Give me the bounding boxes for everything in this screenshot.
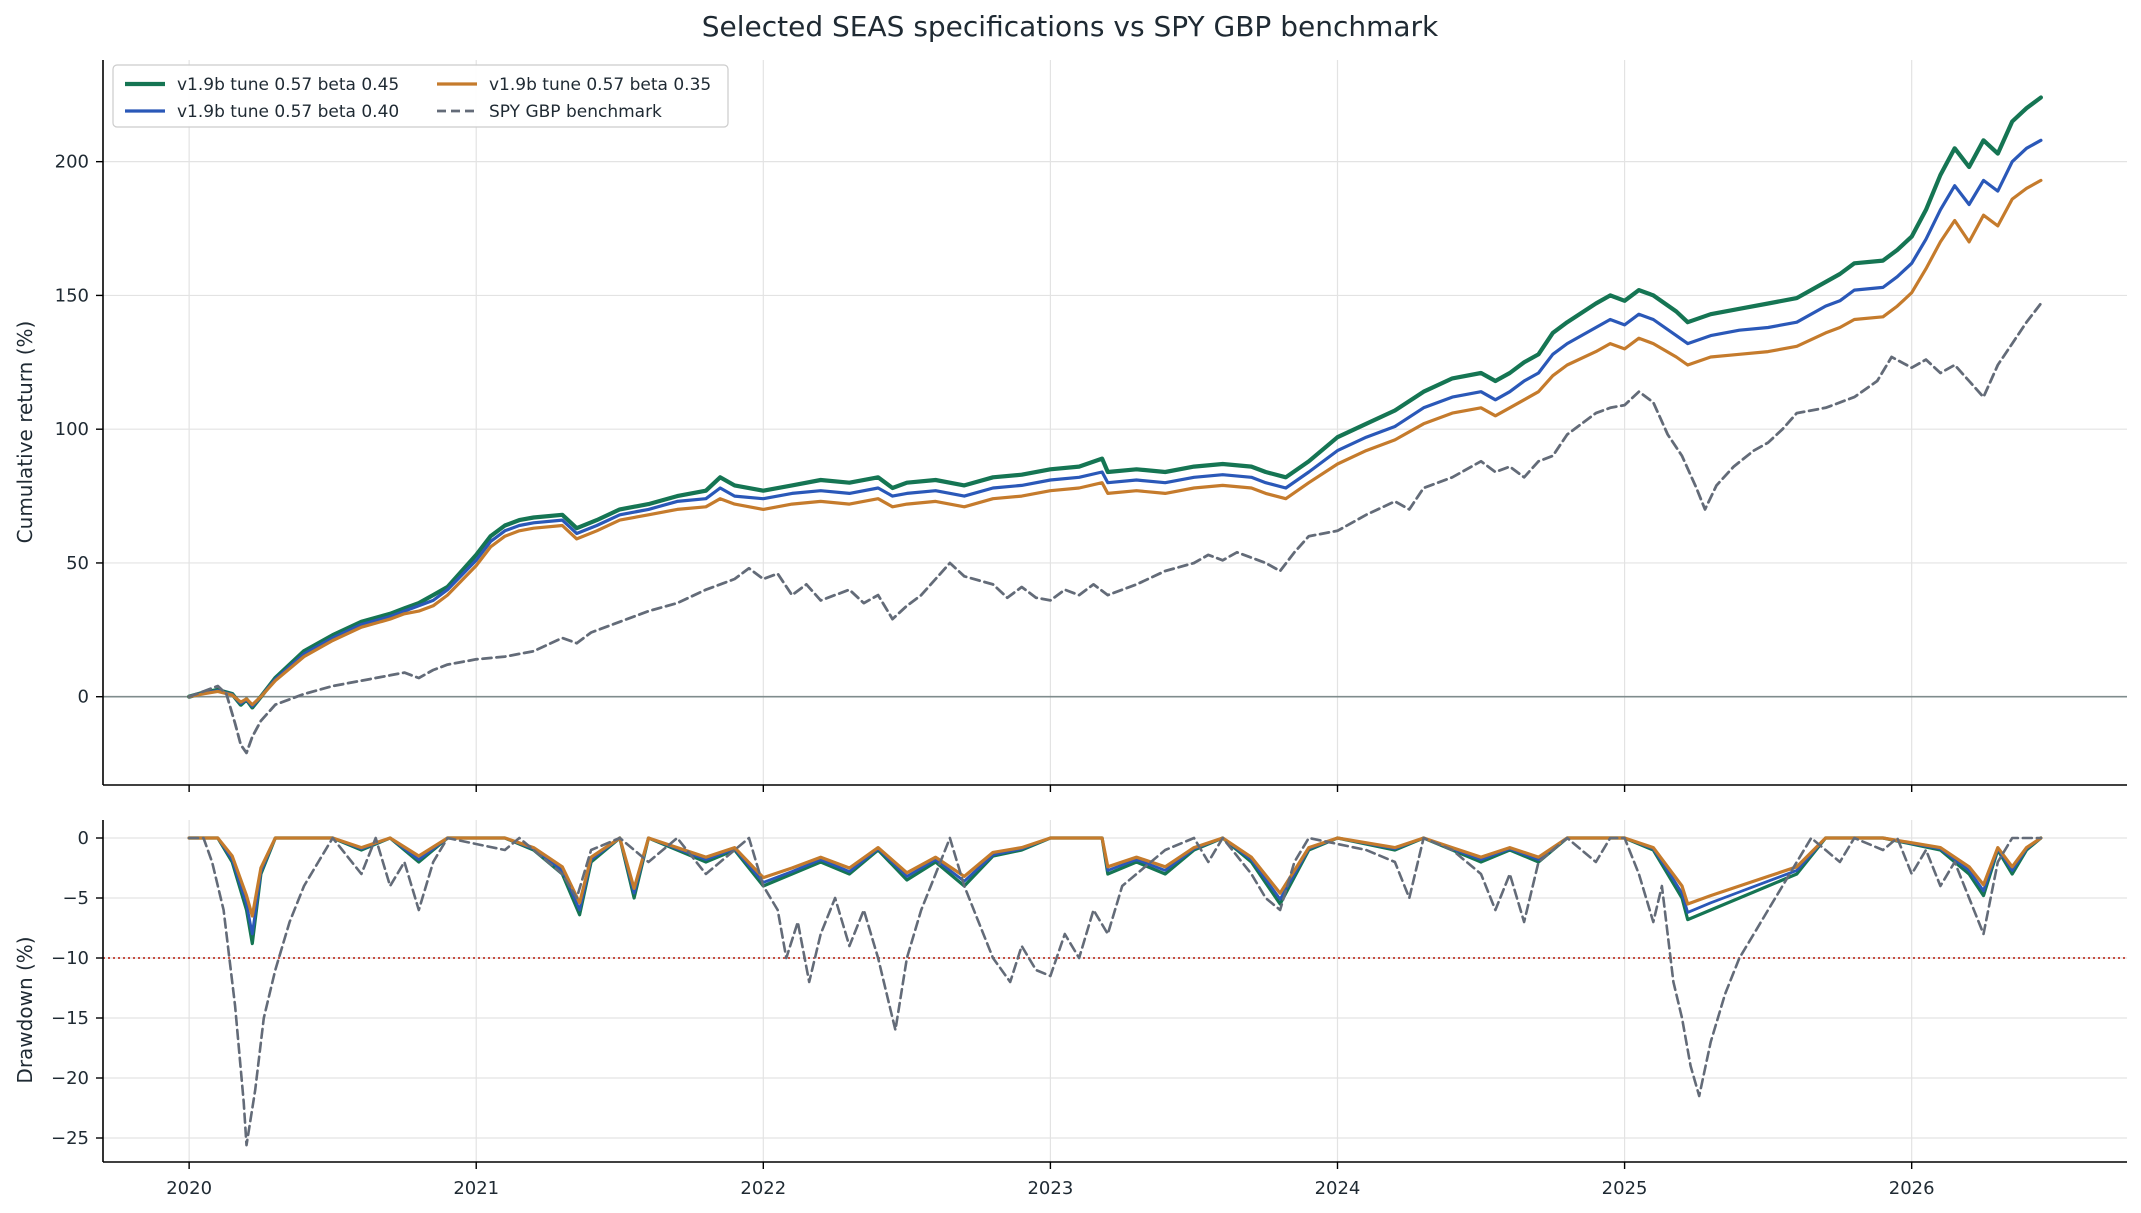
bottom-axes <box>102 820 2127 1169</box>
x-tick-label: 2026 <box>1889 1178 1935 1199</box>
legend-label-v1-9b-tune-0-57-beta-0-45: v1.9b tune 0.57 beta 0.45 <box>177 75 399 95</box>
top-y-tick-label: 0 <box>78 687 89 708</box>
legend-label-v1-9b-tune-0-57-beta-0-40: v1.9b tune 0.57 beta 0.40 <box>177 102 399 122</box>
bottom-y-axis-label: Drawdown (%) <box>13 936 37 1083</box>
top-y-tick-label: 200 <box>55 152 89 173</box>
bottom-y-tick-label: 0 <box>78 828 89 849</box>
top-grid <box>103 60 2127 785</box>
top-series-lines <box>187 95 2043 755</box>
x-ticks: 2020 2021 2022 2023 2024 2025 2026 <box>166 1178 1934 1199</box>
top-y-tick-label: 100 <box>55 419 89 440</box>
x-tick-label: 2025 <box>1602 1178 1648 1199</box>
bottom-series-spy-gbp-benchmark <box>187 836 2043 1147</box>
chart-title: Selected SEAS specifications vs SPY GBP … <box>702 10 1439 43</box>
x-tick-label: 2021 <box>453 1178 499 1199</box>
drawdown-panel: 0 −5 −10 −15 −20 −25 2020 2021 2022 2023 2024 2025… <box>13 820 2127 1199</box>
top-axes <box>102 60 2127 792</box>
top-series-v1-9b-tune-0-57-beta-0-35 <box>187 178 2043 707</box>
top-y-tick-label: 50 <box>66 553 89 574</box>
bottom-y-tick-label: −5 <box>62 888 89 909</box>
bottom-y-tick-label: −15 <box>51 1008 89 1029</box>
bottom-y-ticks: 0 −5 −10 −15 −20 −25 <box>51 828 103 1149</box>
top-series-spy-gbp-benchmark <box>187 302 2043 755</box>
legend-label-spy-gbp-benchmark: SPY GBP benchmark <box>489 102 662 122</box>
bottom-series-v1-9b-tune-0-57-beta-0-35 <box>187 836 2043 918</box>
x-tick-label: 2020 <box>166 1178 212 1199</box>
bottom-y-tick-label: −20 <box>51 1068 89 1089</box>
x-tick-label: 2023 <box>1027 1178 1073 1199</box>
cumulative-return-panel: 0 50 100 150 200 Cumulative return (%) v1.9b… <box>13 60 2127 792</box>
top-y-tick-label: 150 <box>55 285 89 306</box>
x-tick-label: 2024 <box>1315 1178 1361 1199</box>
top-y-axis-label: Cumulative return (%) <box>13 321 37 544</box>
top-y-ticks: 0 50 100 150 200 <box>55 152 103 708</box>
bottom-y-tick-label: −10 <box>51 948 89 969</box>
legend: v1.9b tune 0.57 beta 0.45 v1.9b tune 0.57… <box>112 64 729 128</box>
bottom-y-tick-label: −25 <box>51 1128 89 1149</box>
top-series-v1-9b-tune-0-57-beta-0-40 <box>187 138 2043 708</box>
legend-label-v1-9b-tune-0-57-beta-0-35: v1.9b tune 0.57 beta 0.35 <box>489 75 711 95</box>
top-series-v1-9b-tune-0-57-beta-0-45 <box>187 95 2043 710</box>
x-tick-label: 2022 <box>740 1178 786 1199</box>
bottom-series-lines <box>187 836 2043 1147</box>
